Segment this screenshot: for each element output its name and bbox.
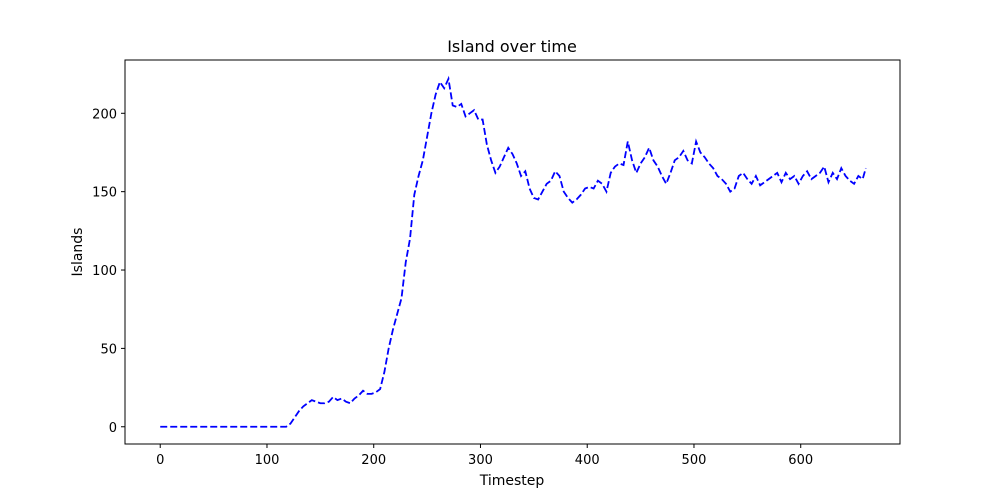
x-axis-title: Timestep xyxy=(479,473,545,489)
x-tick-label: 200 xyxy=(361,453,386,468)
series-line xyxy=(160,75,867,428)
y-axis-title: Islands xyxy=(70,228,86,277)
axes-frame xyxy=(124,59,901,445)
y-tick-label: 150 xyxy=(92,186,117,201)
x-tick-label: 500 xyxy=(682,453,707,468)
x-tick-label: 100 xyxy=(255,453,280,468)
x-tick-label: 400 xyxy=(575,453,600,468)
x-tick-label: 0 xyxy=(156,453,164,468)
y-tick-label: 200 xyxy=(92,107,117,122)
y-tick-label: 0 xyxy=(109,421,117,436)
axis-ticks: 0 100 200 300 400 500 600 0 50 100 150 200 xyxy=(92,107,813,468)
chart-title: Island over time xyxy=(447,37,577,56)
y-tick-label: 100 xyxy=(92,264,117,279)
x-tick-label: 300 xyxy=(468,453,493,468)
series-layer xyxy=(160,75,867,428)
x-tick-label: 600 xyxy=(788,453,813,468)
y-tick-label: 50 xyxy=(100,342,117,357)
